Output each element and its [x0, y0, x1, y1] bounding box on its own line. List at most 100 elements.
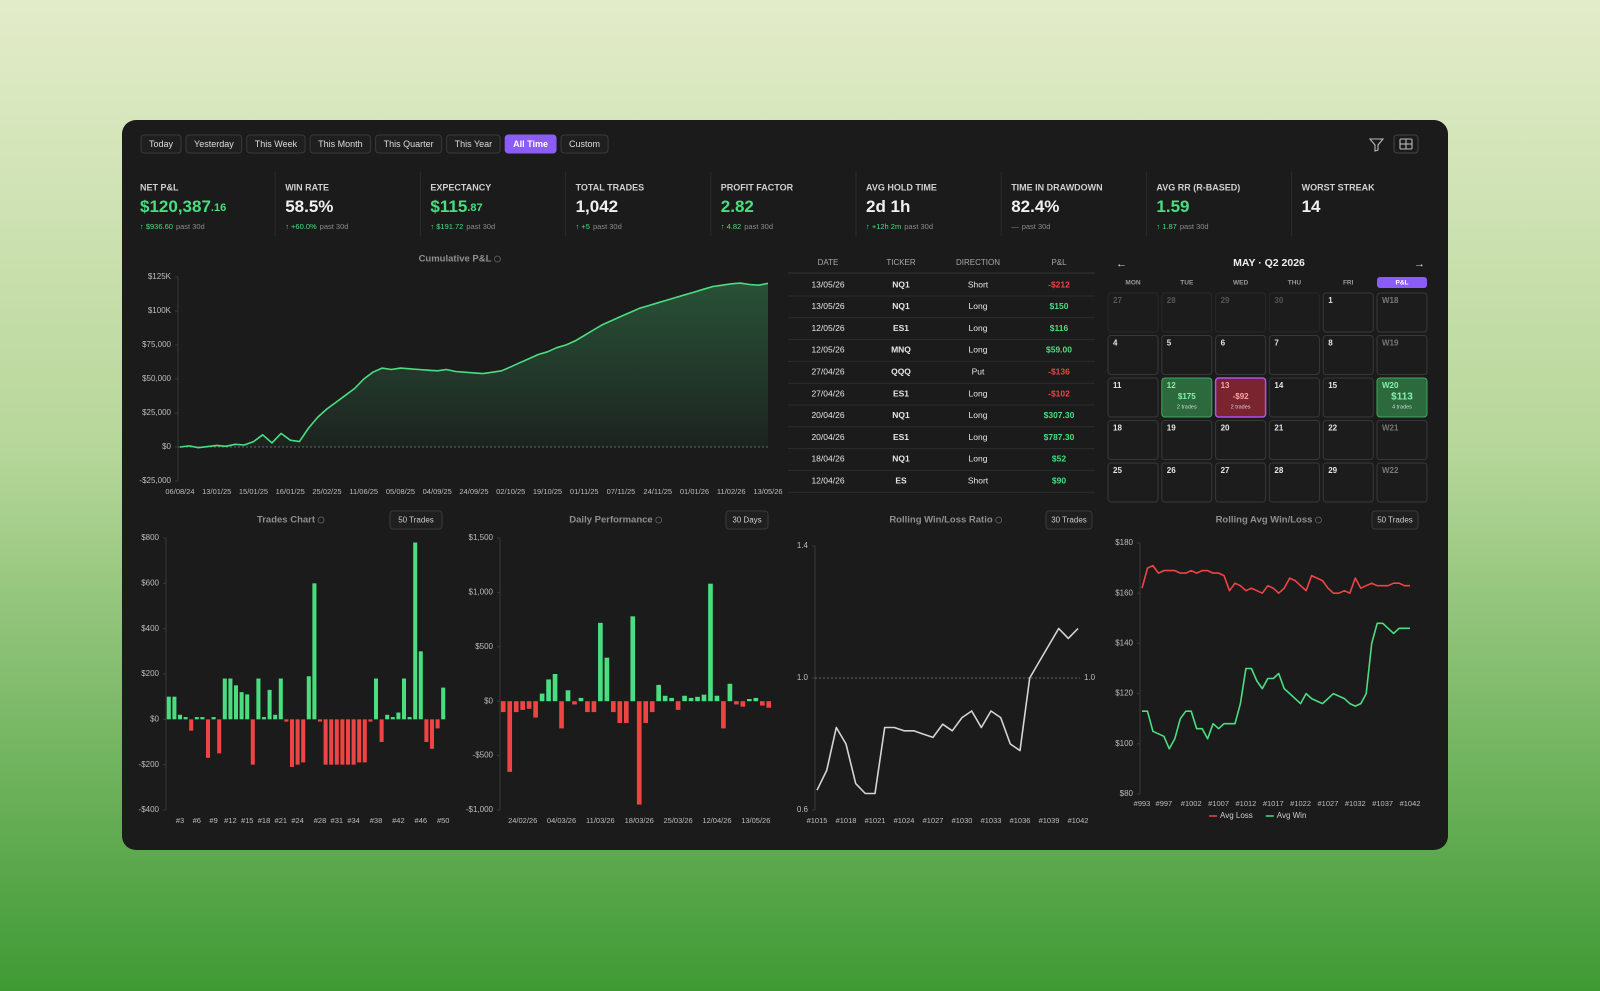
calendar-cell[interactable]: 28 — [1161, 292, 1213, 333]
calendar-cell[interactable]: 20 — [1215, 420, 1267, 460]
calendar-cell[interactable]: W19 — [1376, 335, 1428, 375]
table-cell: Long — [969, 301, 988, 311]
calendar-cell[interactable]: 26 — [1161, 462, 1213, 503]
calendar-cell[interactable]: 5 — [1161, 335, 1213, 375]
filter-icon-button[interactable] — [1368, 138, 1385, 152]
table-cell: -$102 — [1048, 388, 1070, 398]
chart-control-button[interactable]: 50 Trades — [389, 510, 443, 530]
calendar-cell[interactable]: 19 — [1161, 420, 1213, 460]
bar — [407, 717, 412, 720]
cell-bg — [1268, 377, 1320, 418]
stat-delta-period: past 30d — [466, 222, 495, 231]
calendar-cell[interactable]: 7 — [1268, 335, 1320, 375]
cell-label: W18 — [1382, 296, 1399, 305]
calendar-cell[interactable]: 29 — [1215, 292, 1267, 333]
y-tick-label: -$200 — [139, 760, 160, 769]
filter-button[interactable]: This Quarter — [375, 134, 443, 154]
cell-label: 14 — [1274, 381, 1283, 390]
calendar-cell[interactable]: 12$175 2 trades — [1161, 377, 1213, 418]
calendar-cell[interactable]: 18 — [1107, 420, 1159, 460]
calendar-cell[interactable]: 25 — [1107, 462, 1159, 503]
calendar-cell[interactable]: 30 — [1268, 292, 1320, 333]
filter-button[interactable]: This Year — [446, 134, 501, 154]
bar — [559, 701, 564, 729]
calendar-cell[interactable]: 6 — [1215, 335, 1267, 375]
calendar-cell[interactable]: 29 — [1322, 462, 1374, 503]
x-tick-label: #997 — [1156, 799, 1173, 808]
cell-bg — [1322, 335, 1374, 375]
y-tick-label: -$400 — [139, 805, 160, 814]
calendar-cell[interactable]: 14 — [1268, 377, 1320, 418]
bar — [278, 678, 283, 720]
cell-label: W22 — [1382, 466, 1399, 475]
chart-control-button[interactable]: 30 Trades — [1045, 510, 1093, 530]
bar — [357, 719, 362, 763]
y-tick-label: $80 — [1120, 789, 1134, 798]
calendar-cell[interactable]: 15 — [1322, 377, 1374, 418]
calendar-cell[interactable]: W18 — [1376, 292, 1428, 333]
bar — [329, 719, 334, 765]
x-tick-label: 01/01/26 — [680, 487, 709, 496]
bar — [611, 701, 616, 713]
x-tick-label: #1042 — [1400, 799, 1421, 808]
calendar-cell[interactable]: 11 — [1107, 377, 1159, 418]
area-fill — [180, 283, 768, 448]
cell-bg — [1376, 335, 1428, 375]
x-tick-label: #1036 — [1010, 816, 1031, 825]
bar — [734, 701, 739, 705]
table-cell: NQ1 — [892, 454, 910, 464]
chart-title: Cumulative P&L — [419, 254, 492, 265]
weekday-label: WED — [1233, 280, 1248, 287]
stat-delta-value: ↑ $191.72 — [430, 222, 463, 231]
next-month-button[interactable]: → — [1414, 258, 1425, 270]
calendar-cell[interactable]: W21 — [1376, 420, 1428, 460]
x-tick-label: 13/05/26 — [741, 816, 770, 825]
stat-delta-period: past 30d — [320, 222, 349, 231]
x-tick-label: 04/09/25 — [423, 487, 452, 496]
y-tick-label: 0.6 — [797, 805, 809, 814]
stat-delta-value: ↑ 4.82 — [721, 222, 741, 231]
calendar-cell[interactable]: 4 — [1107, 335, 1159, 375]
x-tick-label: #1018 — [836, 816, 857, 825]
filter-button[interactable]: Yesterday — [185, 134, 243, 154]
bar — [172, 696, 177, 720]
calendar-cell[interactable]: 8 — [1322, 335, 1374, 375]
stat-delta: ↑ $191.72 past 30d — [430, 222, 495, 231]
x-tick-label: #46 — [415, 816, 428, 825]
x-tick-label: #31 — [331, 816, 344, 825]
calendar-cell[interactable]: W22 — [1376, 462, 1428, 503]
table-cell: Short — [968, 475, 989, 485]
calendar-cell[interactable]: 22 — [1322, 420, 1374, 460]
stat-value-cents: .16 — [211, 202, 226, 214]
chart-control-button[interactable]: 30 Days — [725, 510, 769, 530]
stat-delta-value: ↑ $936.60 — [140, 222, 173, 231]
weekday-label: TUE — [1180, 280, 1194, 287]
calendar-cell[interactable]: 1 — [1322, 292, 1374, 333]
bar — [233, 685, 239, 720]
calendar-cell[interactable]: 27 — [1107, 292, 1159, 333]
chart-control-button[interactable]: 50 Trades — [1371, 510, 1419, 530]
filter-button[interactable]: This Month — [309, 134, 372, 154]
layout-icon-button[interactable] — [1393, 134, 1419, 154]
prev-month-button[interactable]: ← — [1116, 258, 1127, 270]
calendar-cell[interactable]: 28 — [1268, 462, 1320, 503]
cell-label: 7 — [1274, 339, 1279, 348]
calendar-cell[interactable]: 27 — [1215, 462, 1267, 503]
stat-label: PROFIT FACTOR — [721, 182, 794, 192]
cell-label: W19 — [1382, 339, 1399, 348]
cell-label: 19 — [1167, 424, 1176, 433]
filter-button[interactable]: Today — [140, 134, 182, 154]
stat-value-main: 2d 1h — [866, 197, 910, 216]
calendar-cell[interactable]: 21 — [1268, 420, 1320, 460]
table-cell: ES1 — [893, 388, 909, 398]
calendar-cell[interactable]: 13-$92 2 trades — [1214, 377, 1267, 418]
filter-button[interactable]: This Week — [246, 134, 306, 154]
filter-button[interactable]: All Time — [504, 134, 557, 154]
cell-label: 21 — [1274, 424, 1283, 433]
y-tick-label: $800 — [141, 533, 159, 542]
cell-bg — [1376, 420, 1428, 460]
y-tick-label: $125K — [148, 272, 172, 281]
filter-button[interactable]: Custom — [560, 134, 609, 154]
bar — [379, 719, 384, 742]
